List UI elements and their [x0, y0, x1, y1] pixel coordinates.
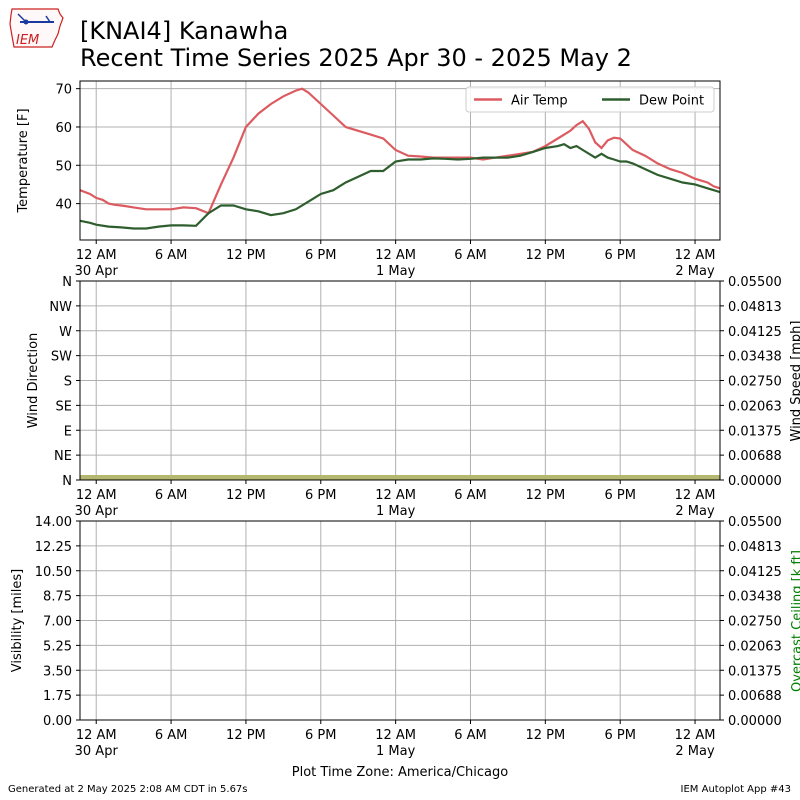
visibility-xtick-label-2: 12 PM — [226, 728, 266, 743]
wind-xtick-label-0: 12 AM — [76, 488, 117, 503]
wind-direction-tick-7: NW — [49, 300, 72, 315]
temperature-xtick-sublabel-0: 30 Apr — [75, 264, 119, 279]
wind-direction-tick-5: SW — [51, 350, 72, 365]
temperature-xtick-label-6: 12 PM — [525, 248, 565, 263]
ceiling-tick-3: 0.02063 — [728, 639, 782, 654]
ceiling-tick-6: 0.04125 — [728, 565, 782, 580]
visibility-tick-8: 14.00 — [35, 515, 72, 530]
chart-subtitle: Recent Time Series 2025 Apr 30 - 2025 Ma… — [80, 44, 632, 72]
wind-xtick-sublabel-4: 1 May — [376, 504, 416, 519]
visibility-xtick-label-4: 12 AM — [375, 728, 416, 743]
wind-xtick-label-6: 12 PM — [525, 488, 565, 503]
chart-title: [KNAI4] Kanawha — [80, 17, 289, 45]
ceiling-y2label: Overcast Ceiling [k ft] — [790, 550, 800, 692]
visibility-xtick-sublabel-0: 30 Apr — [75, 744, 119, 759]
visibility-tick-2: 3.50 — [43, 664, 72, 679]
legend-label-dew-point: Dew Point — [639, 94, 704, 109]
visibility-xtick-label-6: 12 PM — [525, 728, 565, 743]
temperature-ytick-label-0: 40 — [55, 198, 72, 213]
temperature-frame — [79, 80, 721, 241]
wind-direction-tick-2: E — [64, 424, 72, 439]
wind-speed-tick-3: 0.02063 — [728, 399, 782, 414]
temperature-xtick-label-3: 6 PM — [305, 248, 336, 263]
wind-speed-tick-2: 0.01375 — [728, 424, 782, 439]
wind-speed-band — [80, 475, 720, 480]
visibility-xtick-label-0: 12 AM — [76, 728, 117, 743]
temperature-xtick-label-4: 12 AM — [375, 248, 416, 263]
visibility-frame — [79, 520, 721, 721]
ceiling-tick-2: 0.01375 — [728, 664, 782, 679]
ceiling-tick-4: 0.02750 — [728, 615, 782, 630]
wind-direction-tick-1: NE — [54, 449, 72, 464]
wind-xtick-sublabel-0: 30 Apr — [75, 504, 119, 519]
wind-xtick-label-5: 6 AM — [454, 488, 487, 503]
wind-y2label: Wind Speed [mph] — [789, 321, 800, 442]
ceiling-tick-1: 0.00688 — [728, 689, 782, 704]
wind-speed-tick-6: 0.04125 — [728, 325, 782, 340]
visibility-xtick-label-7: 6 PM — [604, 728, 635, 743]
visibility-tick-5: 8.75 — [43, 590, 72, 605]
wind-frame — [79, 280, 721, 481]
wind-speed-tick-0: 0.00000 — [728, 474, 782, 489]
temperature-ytick-label-2: 60 — [55, 121, 72, 136]
wind-speed-tick-8: 0.05500 — [728, 275, 782, 290]
wind-direction-tick-0: N — [62, 474, 72, 489]
wind-direction-tick-8: N — [62, 275, 72, 290]
visibility-tick-0: 0.00 — [43, 714, 72, 729]
wind-ylabel: Wind Direction — [26, 333, 41, 429]
visibility-xtick-label-1: 6 AM — [155, 728, 188, 743]
ceiling-tick-5: 0.03438 — [728, 590, 782, 605]
series-line-dew-point — [80, 143, 720, 230]
wind-direction-tick-6: W — [59, 325, 72, 340]
x-axis-label: Plot Time Zone: America/Chicago — [292, 765, 508, 780]
wind-direction-tick-3: SE — [56, 399, 72, 414]
wind-xtick-label-3: 6 PM — [305, 488, 336, 503]
visibility-tick-4: 7.00 — [43, 615, 72, 630]
ceiling-tick-8: 0.05500 — [728, 515, 782, 530]
wind-speed-tick-4: 0.02750 — [728, 375, 782, 390]
temperature-xtick-label-2: 12 PM — [226, 248, 266, 263]
visibility-tick-1: 1.75 — [43, 689, 72, 704]
visibility-ylabel: Visibility [miles] — [10, 569, 25, 672]
temperature-ylabel: Temperature [F] — [16, 108, 31, 213]
temperature-xtick-sublabel-8: 2 May — [675, 264, 715, 279]
visibility-xtick-label-3: 6 PM — [305, 728, 336, 743]
legend-box — [465, 86, 715, 113]
wind-xtick-sublabel-8: 2 May — [675, 504, 715, 519]
iem-logo: IEM — [9, 8, 64, 48]
temperature-xtick-label-1: 6 AM — [155, 248, 188, 263]
temperature-xtick-sublabel-4: 1 May — [376, 264, 416, 279]
visibility-tick-6: 10.50 — [35, 565, 72, 580]
temperature-xtick-label-5: 6 AM — [454, 248, 487, 263]
visibility-xtick-sublabel-8: 2 May — [675, 744, 715, 759]
visibility-xtick-label-5: 6 AM — [454, 728, 487, 743]
legend-label-air-temp: Air Temp — [511, 94, 568, 109]
temperature-xtick-label-7: 6 PM — [604, 248, 635, 263]
wind-xtick-label-8: 12 AM — [675, 488, 716, 503]
wind-xtick-label-2: 12 PM — [226, 488, 266, 503]
wind-xtick-label-7: 6 PM — [604, 488, 635, 503]
wind-xtick-label-1: 6 AM — [155, 488, 188, 503]
wind-speed-tick-7: 0.04813 — [728, 300, 782, 315]
temperature-xtick-label-8: 12 AM — [675, 248, 716, 263]
series-line-air-temp — [80, 87, 720, 215]
wind-xtick-label-4: 12 AM — [375, 488, 416, 503]
app-credit: IEM Autoplot App #43 — [680, 784, 791, 795]
visibility-xtick-sublabel-4: 1 May — [376, 744, 416, 759]
wind-speed-tick-1: 0.00688 — [728, 449, 782, 464]
visibility-tick-7: 12.25 — [35, 540, 72, 555]
temperature-xtick-label-0: 12 AM — [76, 248, 117, 263]
wind-speed-tick-5: 0.03438 — [728, 350, 782, 365]
temperature-ytick-label-3: 70 — [55, 83, 72, 98]
temperature-ytick-label-1: 50 — [55, 159, 72, 174]
ceiling-tick-0: 0.00000 — [728, 714, 782, 729]
ceiling-tick-7: 0.04813 — [728, 540, 782, 555]
wind-direction-tick-4: S — [64, 375, 72, 390]
visibility-xtick-label-8: 12 AM — [675, 728, 716, 743]
logo-text: IEM — [16, 33, 39, 48]
generated-note: Generated at 2 May 2025 2:08 AM CDT in 5… — [8, 784, 248, 795]
visibility-tick-3: 5.25 — [43, 639, 72, 654]
